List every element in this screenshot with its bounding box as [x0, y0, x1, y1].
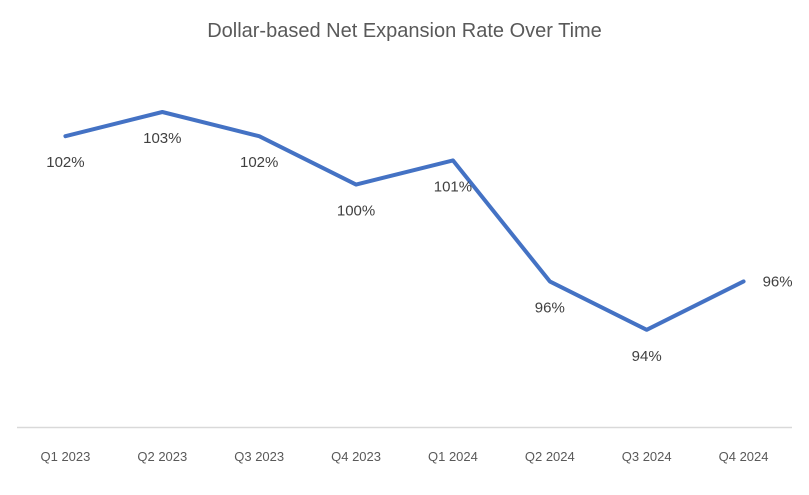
x-axis-tick-label: Q4 2023	[331, 449, 381, 464]
data-label: 96%	[763, 273, 793, 290]
series-line	[63, 110, 746, 332]
x-axis-tick-label: Q4 2024	[719, 449, 769, 464]
data-label: 103%	[143, 130, 181, 147]
series-group	[63, 110, 746, 332]
x-axis-tick-label: Q1 2024	[428, 449, 478, 464]
data-label: 100%	[337, 203, 375, 220]
data-label: 102%	[46, 154, 84, 171]
x-axis-tick-label: Q1 2023	[41, 449, 91, 464]
x-axis-tick-label: Q2 2024	[525, 449, 575, 464]
data-label: 94%	[632, 348, 662, 365]
x-axis-tick-label: Q3 2024	[622, 449, 672, 464]
data-labels-group: 102% 103% 102% 100% 101% 96% 94% 96%	[46, 130, 792, 365]
x-axis-tick-label: Q2 2023	[137, 449, 187, 464]
x-axis-tick-label: Q3 2023	[234, 449, 284, 464]
x-axis-labels-group: Q1 2023 Q2 2023 Q3 2023 Q4 2023 Q1 2024 Q2 20…	[41, 449, 769, 464]
data-label: 96%	[535, 299, 565, 316]
chart-title: Dollar-based Net Expansion Rate Over Tim…	[207, 20, 602, 42]
data-label: 101%	[434, 178, 472, 195]
data-label: 102%	[240, 154, 278, 171]
